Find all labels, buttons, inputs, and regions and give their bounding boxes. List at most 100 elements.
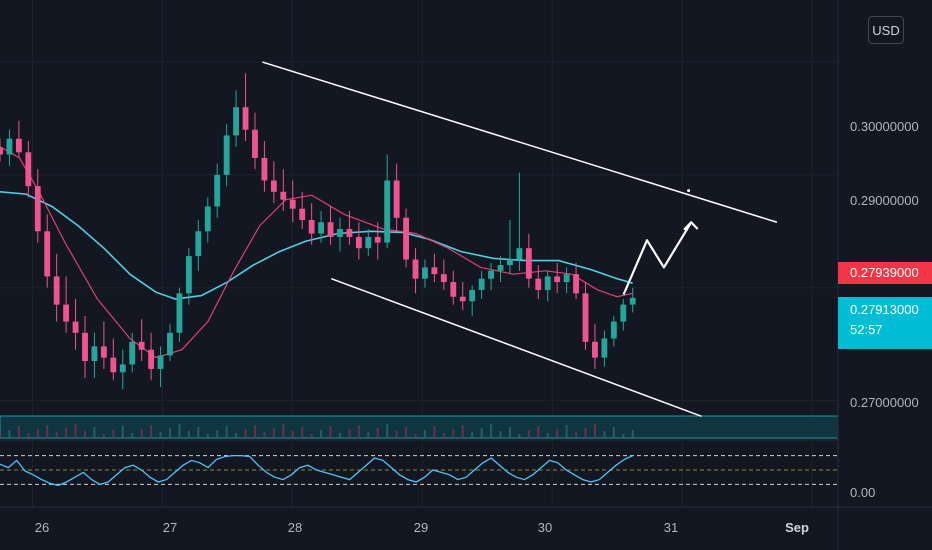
- volume-bar: [102, 434, 105, 438]
- candle-body: [318, 222, 325, 234]
- last-price-value: 0.27939000: [850, 265, 919, 280]
- volume-bar: [556, 429, 559, 438]
- volume-bar: [612, 427, 615, 438]
- candle-body: [167, 332, 173, 356]
- candle-body: [252, 129, 258, 158]
- volume-bar: [395, 431, 398, 438]
- volume-bar: [150, 425, 153, 438]
- volume-bar: [159, 432, 162, 438]
- volume-bar: [216, 430, 219, 438]
- candlesticks: [0, 73, 636, 390]
- ma-fast-line: [0, 146, 633, 359]
- candle-body: [488, 270, 494, 279]
- candle-body: [412, 259, 419, 279]
- time-tick-26: 26: [35, 520, 49, 535]
- candle-body: [72, 321, 79, 333]
- volume-bar: [46, 425, 49, 438]
- candle-body: [129, 341, 136, 365]
- volume-bar: [386, 424, 389, 438]
- candle-body: [138, 341, 145, 350]
- volume-bar: [499, 431, 502, 438]
- volume-bar: [338, 433, 341, 438]
- candle-body: [535, 278, 542, 290]
- rsi-line: [0, 454, 633, 487]
- candle-body: [422, 267, 428, 279]
- volume-bar: [546, 433, 549, 438]
- volume-bar: [310, 434, 313, 438]
- volume-bar: [603, 431, 606, 438]
- candle-body: [91, 346, 98, 362]
- volume-bar: [414, 434, 417, 438]
- candle-body: [393, 180, 400, 218]
- candle-body: [119, 364, 126, 373]
- volume-bar: [197, 427, 200, 438]
- candle-body: [308, 220, 315, 234]
- volume-bar: [112, 430, 115, 438]
- candle-body: [242, 107, 249, 130]
- drawing-dot: [687, 189, 691, 193]
- volume-bar: [584, 428, 587, 438]
- channel-lower-line[interactable]: [331, 277, 702, 418]
- rsi-tick-0: 0.00: [850, 485, 875, 500]
- volume-bar: [282, 424, 285, 438]
- candle-body: [44, 231, 51, 277]
- volume-bar: [83, 431, 86, 438]
- candle-body: [100, 346, 107, 358]
- candle-body: [563, 274, 570, 283]
- candle-body: [516, 248, 523, 260]
- volume-bar: [631, 430, 634, 438]
- volume-bar: [93, 427, 96, 438]
- candle-body: [403, 217, 410, 260]
- candle-body: [299, 208, 306, 220]
- projection-arrow[interactable]: [622, 221, 699, 295]
- candle-body: [610, 321, 617, 339]
- candle-body: [478, 278, 485, 290]
- volume-bar: [36, 429, 39, 438]
- volume-bar: [27, 433, 30, 438]
- candle-body: [204, 206, 211, 232]
- price-tick-0300: 0.30000000: [850, 119, 919, 134]
- candle-body: [629, 297, 636, 305]
- volume-bar: [442, 433, 445, 438]
- channel-upper-line[interactable]: [262, 61, 778, 223]
- volume-bar: [508, 427, 511, 438]
- candle-body: [544, 276, 551, 290]
- bar-countdown: 52:57: [850, 322, 883, 337]
- time-tick-27: 27: [163, 520, 177, 535]
- volume-bar: [527, 430, 530, 438]
- volume-bar: [405, 427, 408, 438]
- volume-bar: [376, 428, 379, 438]
- candle-body: [497, 265, 504, 271]
- volume-bar: [471, 432, 474, 438]
- time-tick-31: 31: [664, 520, 678, 535]
- volume-bar: [140, 429, 143, 438]
- volume-bar: [461, 425, 464, 438]
- candle-body: [431, 267, 438, 275]
- candle-body: [157, 355, 164, 369]
- candle-body: [261, 157, 268, 181]
- candle-body: [34, 186, 41, 232]
- candle-body: [525, 248, 532, 279]
- volume-bar: [518, 434, 521, 438]
- time-tick-30: 30: [538, 520, 552, 535]
- volume-bar: [622, 434, 625, 438]
- volume-bar: [17, 426, 20, 438]
- volume-bar: [423, 430, 426, 438]
- volume-bar: [206, 434, 209, 438]
- candle-body: [601, 338, 608, 358]
- volume-bar: [537, 426, 540, 438]
- candle-body: [53, 276, 60, 305]
- volume-bar: [291, 431, 294, 438]
- currency-button[interactable]: USD: [868, 16, 904, 44]
- volume-bar: [490, 424, 493, 438]
- volume-bar: [480, 428, 483, 438]
- time-axis[interactable]: 26 27 28 29 30 31 Sep: [35, 520, 809, 535]
- candle-body: [459, 296, 466, 302]
- volume-bar: [367, 432, 370, 438]
- candle-body: [223, 135, 230, 175]
- candle-body: [573, 274, 579, 294]
- candle-body: [0, 147, 3, 155]
- candle-body: [82, 332, 88, 362]
- candle-body: [507, 259, 513, 266]
